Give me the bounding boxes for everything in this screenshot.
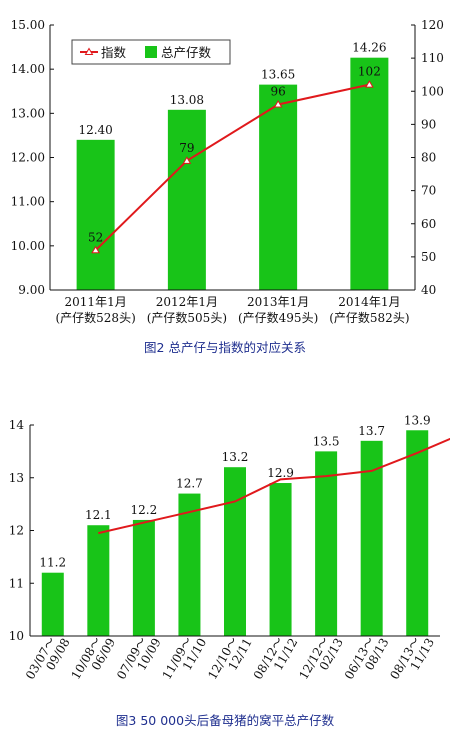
bar-value-label: 13.2 bbox=[222, 450, 249, 464]
line-point bbox=[91, 245, 100, 254]
left-tick-label: 11.00 bbox=[11, 195, 45, 209]
left-tick-label: 14.00 bbox=[11, 62, 45, 76]
line-value-label: 96 bbox=[270, 85, 285, 99]
y-tick-label: 11 bbox=[9, 576, 24, 590]
category-sublabel: (产仔数495头) bbox=[238, 310, 318, 325]
category-label-group: 12/12～02/13 bbox=[296, 635, 346, 682]
bar-value-label: 12.2 bbox=[131, 503, 158, 517]
bar bbox=[360, 440, 383, 636]
category-label-group: 07/09～10/09 bbox=[114, 635, 164, 682]
right-tick-label: 70 bbox=[421, 184, 436, 198]
bar bbox=[76, 139, 115, 290]
category-sublabel: (产仔数505头) bbox=[147, 310, 227, 325]
category-label-group: 03/07～09/08 bbox=[23, 635, 73, 682]
left-tick-label: 13.00 bbox=[11, 106, 45, 120]
category-label-group: 10/08～06/09 bbox=[69, 635, 119, 682]
category-sublabel: (产仔数528头) bbox=[55, 310, 135, 325]
bar-value-label: 14.26 bbox=[352, 41, 386, 55]
line-value-label: 102 bbox=[358, 65, 381, 79]
chart-gilt-litter-size: 11.2 12.1 12.2 12.7 13.2 12.9 13.5 13.7 13.9 10 11… bbox=[9, 413, 450, 682]
bar-value-label: 12.1 bbox=[85, 508, 112, 522]
right-tick-label: 60 bbox=[421, 217, 436, 231]
chart-total-litter-vs-index: 12.40 13.08 13.65 14.26 9.00 10.00 11.00 12.00 1… bbox=[11, 18, 444, 325]
left-tick-label: 15.00 bbox=[11, 18, 45, 32]
bar-value-label: 13.08 bbox=[170, 93, 204, 107]
category-label-group: 08/13～11/13 bbox=[387, 635, 437, 682]
y-tick-label: 10 bbox=[9, 629, 24, 643]
category-label: 2011年1月 bbox=[65, 295, 127, 309]
line-point bbox=[273, 100, 283, 108]
bar bbox=[350, 57, 389, 290]
left-tick-label: 10.00 bbox=[11, 239, 45, 253]
line-value-label: 52 bbox=[88, 230, 103, 244]
figure-2-caption: 图2 总产仔与指数的对应关系 bbox=[144, 340, 306, 355]
bar bbox=[315, 451, 338, 636]
line-value-label: 79 bbox=[179, 141, 194, 155]
right-tick-label: 100 bbox=[421, 84, 444, 98]
category-label: 2012年1月 bbox=[156, 295, 218, 309]
bar-value-label: 12.40 bbox=[78, 123, 112, 137]
line-point bbox=[182, 156, 192, 164]
right-tick-label: 110 bbox=[421, 51, 444, 65]
category-label: 2013年1月 bbox=[247, 295, 309, 309]
bar-value-label: 12.7 bbox=[176, 477, 203, 491]
legend-marker-swatch bbox=[84, 47, 94, 55]
bar-value-label: 13.65 bbox=[261, 68, 295, 82]
bar bbox=[167, 109, 206, 290]
bar-value-label: 12.9 bbox=[267, 466, 294, 480]
bar-value-label: 11.2 bbox=[39, 556, 66, 570]
bar bbox=[87, 525, 110, 636]
left-tick-label: 9.00 bbox=[18, 283, 45, 297]
legend-label-index: 指数 bbox=[101, 45, 127, 60]
trend-line bbox=[98, 437, 450, 535]
right-tick-label: 80 bbox=[421, 151, 436, 165]
category-label-group: 11/09～11/10 bbox=[160, 635, 210, 682]
y-tick-label: 12 bbox=[9, 524, 24, 538]
category-label-group: 06/13～08/13 bbox=[342, 635, 392, 682]
figure-3: 11.2 12.1 12.2 12.7 13.2 12.9 13.5 13.7 13.9 10 11… bbox=[0, 390, 450, 733]
y-tick-label: 14 bbox=[9, 418, 25, 432]
bar bbox=[41, 572, 64, 636]
left-tick-label: 12.00 bbox=[11, 151, 45, 165]
category-label-group: 12/10～12/11 bbox=[205, 635, 255, 682]
right-tick-label: 40 bbox=[421, 283, 436, 297]
category-sublabel: (产仔数582头) bbox=[329, 310, 409, 325]
series-line-index bbox=[94, 83, 370, 251]
figure-3-caption: 图3 50 000头后备母猪的窝平总产仔数 bbox=[115, 713, 335, 728]
category-label-group: 08/12～11/12 bbox=[251, 635, 301, 682]
y-tick-label: 13 bbox=[9, 471, 24, 485]
bar bbox=[178, 493, 201, 636]
legend: 指数 总产仔数 bbox=[71, 39, 231, 65]
right-tick-label: 120 bbox=[421, 18, 444, 32]
figure-2: 12.40 13.08 13.65 14.26 9.00 10.00 11.00 12.00 1… bbox=[0, 0, 450, 360]
legend-bar-swatch bbox=[145, 46, 157, 58]
bar bbox=[132, 519, 155, 636]
right-tick-label: 90 bbox=[421, 117, 436, 131]
bar bbox=[269, 483, 292, 636]
bar-value-label: 13.9 bbox=[404, 413, 431, 427]
line-point bbox=[365, 80, 374, 88]
category-label: 2014年1月 bbox=[338, 295, 400, 309]
right-tick-label: 50 bbox=[421, 250, 436, 264]
bar bbox=[406, 430, 429, 636]
bar-value-label: 13.5 bbox=[313, 434, 340, 448]
bar bbox=[259, 84, 298, 290]
bar bbox=[224, 467, 246, 636]
bar-value-label: 13.7 bbox=[358, 424, 385, 438]
legend-label-total-litter: 总产仔数 bbox=[161, 45, 212, 60]
